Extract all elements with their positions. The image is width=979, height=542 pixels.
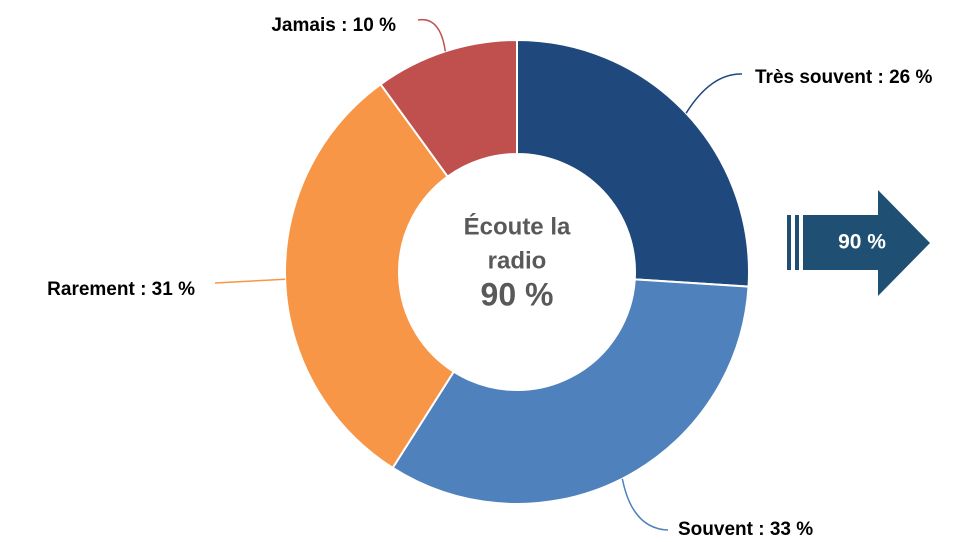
leader-line	[685, 73, 743, 114]
leader-line	[621, 478, 669, 531]
arrow-label: 90 %	[838, 231, 886, 254]
data-label: Très souvent : 26 %	[755, 67, 933, 88]
center-label: Écoute la	[464, 212, 571, 240]
leader-line	[214, 278, 286, 284]
data-label: Jamais : 10 %	[271, 15, 396, 36]
donut-slice	[379, 38, 518, 178]
data-label: Souvent : 33 %	[678, 519, 813, 540]
leader-line	[417, 18, 447, 52]
donut	[284, 38, 750, 505]
arrow-body	[803, 190, 930, 296]
arrow-stripe	[795, 215, 799, 270]
donut-slice	[516, 38, 750, 288]
data-label: Rarement : 31 %	[47, 279, 195, 300]
arrow: 90 %	[787, 190, 930, 296]
center-label: radio	[488, 247, 547, 274]
arrow-stripe	[787, 215, 791, 270]
center-value: 90 %	[481, 276, 554, 312]
donut-slice	[391, 278, 750, 505]
donut-slice	[284, 82, 456, 470]
